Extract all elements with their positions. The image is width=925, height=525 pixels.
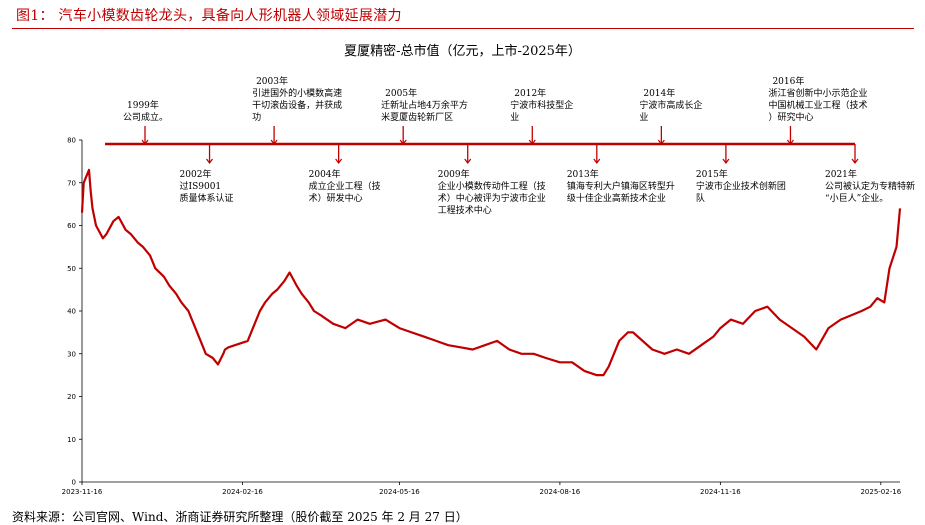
milestone-arrow bbox=[399, 139, 407, 145]
milestone-arrow bbox=[335, 158, 343, 164]
x-tick-label: 2025-02-16 bbox=[860, 488, 901, 496]
milestone-text: 功 bbox=[252, 112, 261, 123]
milestone-text: 过IS9001 bbox=[180, 180, 222, 192]
y-tick-label: 50 bbox=[67, 265, 76, 273]
milestone-text: 干切滚齿设备，并获成 bbox=[252, 99, 342, 111]
milestone-text: 公司被认定为专精特新 bbox=[825, 180, 915, 192]
milestone-arrow bbox=[657, 139, 665, 145]
y-tick-label: 40 bbox=[67, 308, 76, 316]
y-tick-label: 0 bbox=[72, 479, 76, 487]
milestone-text: 宁波市高成长企 bbox=[639, 99, 702, 111]
milestone-text: 业 bbox=[639, 112, 648, 123]
milestone-text: 企业小模数传动件工程（技 bbox=[438, 180, 546, 192]
milestone-text: 术）研发中心 bbox=[309, 192, 363, 204]
chart-title: 夏厦精密-总市值（亿元，上市-2025年） bbox=[344, 44, 581, 59]
milestone-year: 2005年 bbox=[385, 87, 417, 99]
milestone-text: 级十佳企业高新技术企业 bbox=[567, 192, 666, 204]
milestone-text: 工程技术中心 bbox=[438, 204, 492, 216]
milestone-text: 成立企业工程（技 bbox=[309, 180, 381, 192]
milestone-year: 2021年 bbox=[825, 168, 857, 180]
milestone-text: 宁波市科技型企 bbox=[510, 99, 573, 111]
y-tick-label: 60 bbox=[67, 222, 76, 230]
milestone-year: 2002年 bbox=[180, 168, 212, 180]
milestone-arrow bbox=[851, 158, 859, 164]
milestone-text: 质量体系认证 bbox=[180, 192, 234, 204]
x-tick-label: 2024-08-16 bbox=[540, 488, 581, 496]
milestone-year: 2004年 bbox=[309, 168, 341, 180]
milestone-text: 浙江省创新中小示范企业 bbox=[768, 87, 867, 99]
y-tick-label: 70 bbox=[67, 179, 76, 187]
title-divider bbox=[12, 28, 914, 29]
milestone-text: 迁新址占地4万余平方 bbox=[381, 99, 468, 111]
milestone-text: 米夏厦齿轮新厂区 bbox=[381, 111, 453, 123]
milestone-year: 2009年 bbox=[438, 168, 470, 180]
source-note: 资料来源：公司官网、Wind、浙商证券研究所整理（股价截至 2025 年 2 月… bbox=[12, 510, 468, 524]
milestone-arrow bbox=[528, 139, 536, 145]
milestone-year: 2013年 bbox=[567, 168, 599, 180]
milestone-arrow bbox=[206, 158, 214, 164]
series-line-0 bbox=[80, 168, 902, 377]
milestone-arrow bbox=[141, 139, 149, 145]
milestone-text: 中国机械工业工程（技术 bbox=[768, 99, 867, 111]
milestone-text: 引进国外的小模数高速 bbox=[252, 87, 342, 99]
y-tick-label: 80 bbox=[67, 137, 76, 145]
milestone-text: 队 bbox=[696, 192, 705, 204]
milestone-year: 2014年 bbox=[643, 87, 675, 99]
x-tick-label: 2024-05-16 bbox=[379, 488, 420, 496]
milestone-year: 1999年 bbox=[127, 99, 159, 111]
milestone-year: 2016年 bbox=[772, 75, 804, 87]
milestone-text: 公司成立。 bbox=[123, 111, 168, 123]
x-tick-label: 2023-11-16 bbox=[62, 488, 103, 496]
y-tick-label: 30 bbox=[67, 350, 76, 358]
milestone-text: 宁波市企业技术创新团 bbox=[696, 180, 786, 192]
milestone-year: 2003年 bbox=[256, 75, 288, 87]
y-tick-label: 20 bbox=[67, 393, 76, 401]
chart-plot-area bbox=[80, 168, 902, 377]
milestone-arrow bbox=[786, 139, 794, 145]
milestone-arrow bbox=[593, 158, 601, 164]
milestone-text: ）研究中心 bbox=[768, 111, 813, 123]
x-tick-label: 2024-11-16 bbox=[700, 488, 741, 496]
milestone-text: “小巨人”企业。 bbox=[825, 192, 888, 204]
milestone-text: 业 bbox=[510, 112, 519, 123]
x-tick-label: 2024-02-16 bbox=[222, 488, 263, 496]
milestone-year: 2012年 bbox=[514, 87, 546, 99]
milestone-arrow bbox=[270, 139, 278, 145]
chart-axes: 0 10 20 30 40 50 60 70 80 2023-11-16 2024-02-16 202… bbox=[62, 137, 902, 497]
milestone-text: 镇海专利大户镇海区转型升 bbox=[567, 180, 675, 192]
milestone-text: 术）中心被评为宁波市企业 bbox=[438, 192, 546, 204]
milestone-arrow bbox=[464, 158, 472, 164]
y-tick-label: 10 bbox=[67, 436, 76, 444]
milestone-arrow bbox=[722, 158, 730, 164]
milestone-year: 2015年 bbox=[696, 168, 728, 180]
figure-title: 图1： 汽车小模数齿轮龙头，具备向人形机器人领域延展潜力 bbox=[16, 8, 402, 24]
